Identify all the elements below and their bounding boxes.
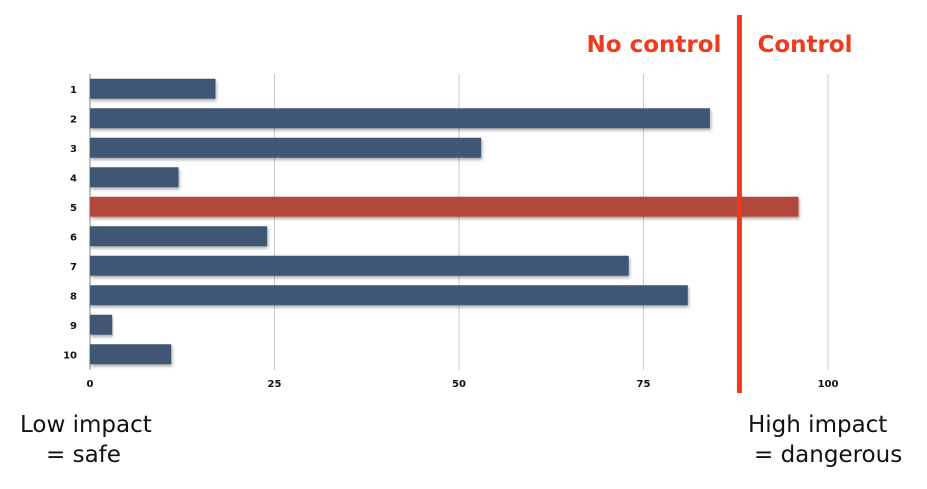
category-label-6: 6 <box>70 232 77 243</box>
control-label: Control <box>757 32 852 58</box>
bar-2 <box>90 108 710 129</box>
high-impact-caption: High impact = dangerous <box>748 410 902 470</box>
x-tick-label-50: 50 <box>452 379 466 390</box>
bar-3 <box>90 137 482 158</box>
category-label-5: 5 <box>70 203 77 214</box>
high-impact-line2: = dangerous <box>754 442 903 468</box>
category-label-3: 3 <box>70 144 77 155</box>
x-tick-label-25: 25 <box>268 379 282 390</box>
category-label-4: 4 <box>70 173 77 184</box>
category-label-1: 1 <box>70 85 77 96</box>
no-control-label: No control <box>587 32 722 58</box>
category-labels: 1 2 3 4 5 6 7 8 9 10 <box>63 85 77 362</box>
low-impact-line1: Low impact <box>20 412 152 438</box>
bar-9 <box>90 314 113 335</box>
threshold-marker: No control Control <box>587 15 853 393</box>
low-impact-line2: = safe <box>46 442 121 468</box>
category-label-10: 10 <box>63 350 77 361</box>
x-tick-label-0: 0 <box>87 379 94 390</box>
category-label-2: 2 <box>70 114 77 125</box>
category-label-9: 9 <box>70 321 77 332</box>
bar-7 <box>90 255 629 276</box>
bar-8 <box>90 285 688 306</box>
x-tick-label-75: 75 <box>637 379 651 390</box>
x-tick-labels: 0 25 50 75 100 <box>87 379 839 390</box>
bar-1 <box>90 78 216 99</box>
bar-5 <box>90 196 799 217</box>
high-impact-line1: High impact <box>748 412 888 438</box>
category-label-8: 8 <box>70 291 77 302</box>
bar-10 <box>90 344 172 365</box>
low-impact-caption: Low impact = safe <box>20 410 152 470</box>
bars <box>90 78 799 365</box>
bar-6 <box>90 226 268 247</box>
category-label-7: 7 <box>70 262 77 273</box>
x-tick-label-100: 100 <box>818 379 839 390</box>
bar-4 <box>90 167 179 188</box>
